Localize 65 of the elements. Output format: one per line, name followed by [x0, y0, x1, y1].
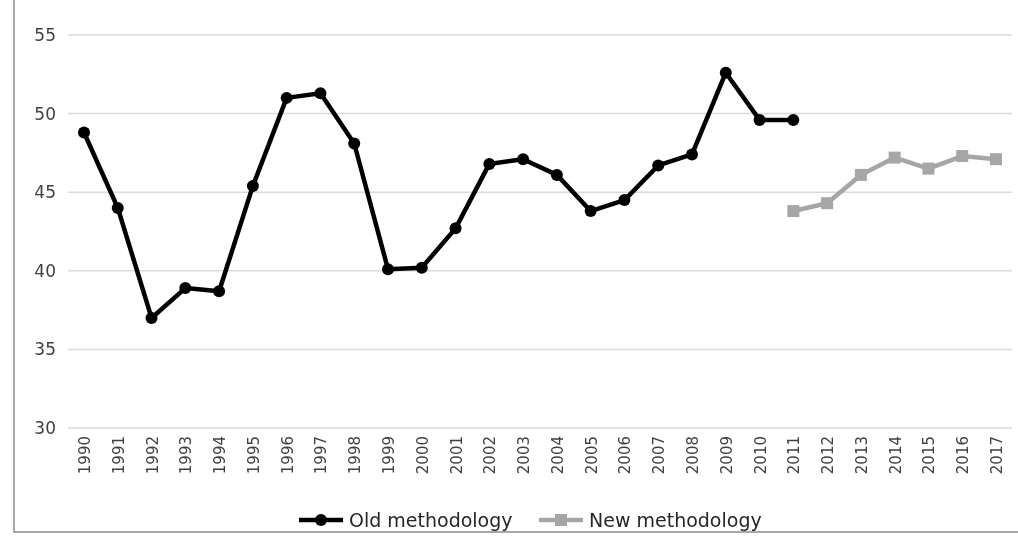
point [888, 151, 901, 164]
x-tick-label: 2004 [548, 436, 567, 475]
point [990, 153, 1002, 166]
point [787, 205, 800, 218]
x-tick-label: 1990 [76, 436, 94, 475]
y-tick-label: 50 [34, 103, 56, 124]
x-tick-label: 1992 [143, 436, 162, 475]
point [246, 179, 259, 192]
point [719, 66, 732, 79]
x-tick-label: 2015 [920, 436, 939, 475]
point [550, 168, 563, 181]
legend-label: Old methodology [349, 508, 513, 531]
x-tick-label: 2011 [785, 436, 804, 475]
y-tick-label: 40 [34, 260, 56, 281]
point [821, 197, 834, 210]
x-tick-label: 1996 [278, 436, 297, 475]
point [922, 162, 935, 175]
point [78, 126, 90, 139]
x-tick-label: 1999 [380, 436, 398, 475]
point [686, 148, 698, 161]
x-tick-label: 1997 [312, 436, 331, 475]
point [483, 157, 496, 170]
point [213, 285, 226, 298]
x-tick-label: 1991 [109, 436, 128, 475]
x-tick-label: 2009 [717, 436, 736, 475]
x-tick-label: 2007 [650, 436, 669, 475]
x-tick-label: 2002 [481, 436, 500, 475]
x-tick-label: 2010 [751, 436, 770, 475]
point [517, 153, 530, 166]
point [280, 91, 293, 104]
point [618, 194, 631, 207]
x-tick-label: 1995 [244, 436, 263, 475]
point [449, 222, 462, 235]
point [314, 87, 327, 100]
x-tick-label: 2008 [684, 436, 702, 475]
point [382, 263, 394, 276]
point [111, 201, 124, 214]
x-tick-label: 1993 [177, 436, 196, 475]
y-tick-label: 35 [34, 339, 56, 360]
x-tick-label: 2013 [852, 436, 871, 475]
point [348, 137, 361, 150]
y-tick-label: 30 [34, 417, 56, 438]
point [145, 311, 158, 324]
y-tick-label: 45 [34, 182, 56, 203]
legend-label: New methodology [589, 508, 762, 531]
point [787, 113, 800, 126]
point [584, 205, 597, 218]
x-tick-label: 2017 [988, 436, 1006, 475]
x-tick-label: 2005 [582, 436, 601, 475]
x-tick-label: 2003 [515, 436, 534, 475]
x-tick-label: 1994 [211, 436, 230, 475]
x-tick-label: 1998 [346, 436, 365, 475]
point [415, 261, 428, 274]
x-tick-label: 2014 [886, 436, 905, 475]
x-tick-label: 2000 [413, 436, 432, 475]
point [854, 168, 867, 181]
x-tick-label: 2016 [954, 436, 973, 475]
x-tick-label: 2006 [616, 436, 635, 475]
point [179, 282, 192, 295]
point [753, 113, 766, 126]
point [956, 150, 969, 163]
x-tick-label: 2012 [819, 436, 838, 475]
y-tick-label: 55 [34, 24, 56, 45]
x-tick-label: 2001 [447, 436, 466, 475]
point [652, 159, 665, 172]
